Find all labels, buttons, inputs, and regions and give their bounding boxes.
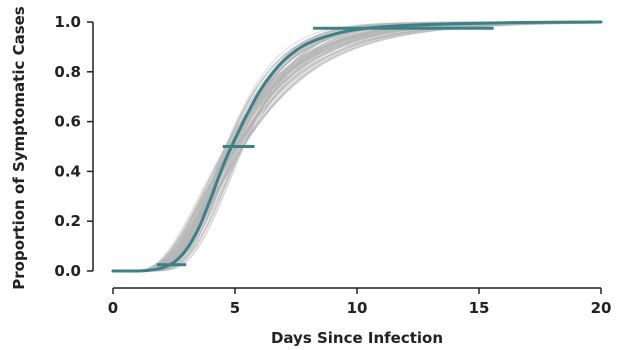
y-tick-label: 0.0: [54, 262, 81, 280]
y-tick-label: 0.2: [54, 212, 81, 230]
x-tick-label: 5: [230, 299, 240, 317]
x-tick-label: 20: [591, 299, 612, 317]
y-tick-label: 0.8: [54, 63, 81, 81]
bootstrap-curve: [114, 22, 601, 272]
y-axis-title: Proportion of Symptomatic Cases: [10, 6, 28, 290]
y-tick-label: 1.0: [54, 13, 81, 31]
x-tick-label: 15: [469, 299, 490, 317]
y-tick-label: 0.6: [54, 113, 81, 131]
y-tick-label: 0.4: [54, 162, 81, 180]
axes: [92, 22, 601, 289]
y-ticks: 0.0 0.2 0.4 0.6 0.8 1.0: [54, 13, 93, 280]
confidence-intervals: [156, 26, 494, 267]
x-axis-title: Days Since Infection: [271, 329, 443, 347]
main-curve-group: [111, 20, 603, 273]
x-tick-label: 0: [108, 299, 118, 317]
x-ticks: 0 5 10 15 20: [108, 288, 612, 317]
bootstrap-curve: [114, 22, 601, 272]
x-tick-label: 10: [347, 299, 368, 317]
main-curve: [111, 20, 603, 273]
bootstrap-curves: [114, 21, 602, 272]
